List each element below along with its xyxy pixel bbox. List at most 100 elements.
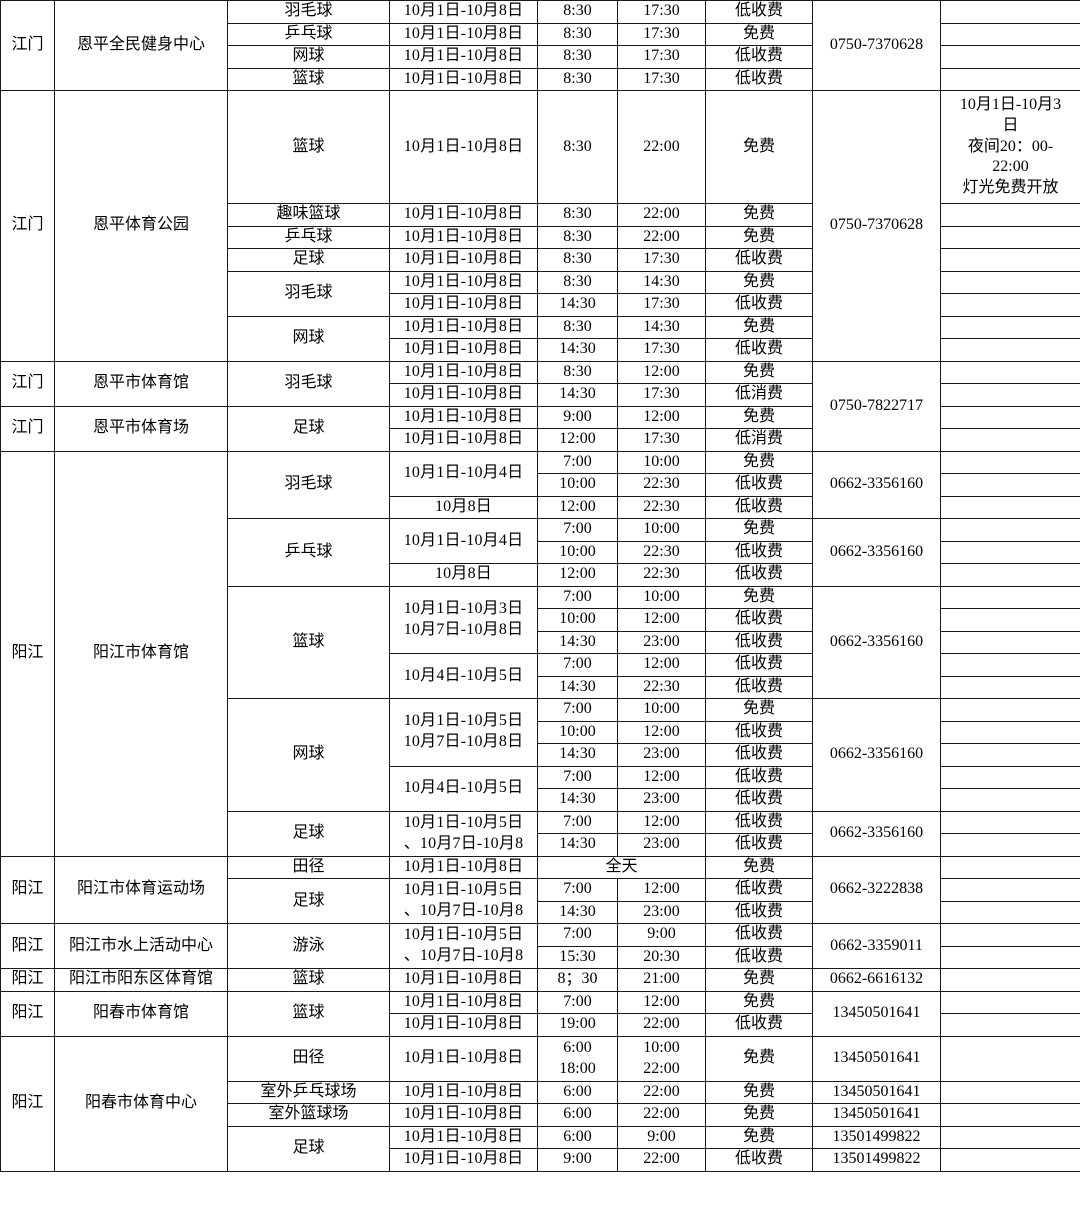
table-row: 趣味篮球 10月1日-10月8日 8:30 22:00 免费 [1, 203, 1080, 227]
remark-cell [940, 428, 1080, 452]
city-cell: 阳江 [0, 855, 55, 924]
city-cell: 阳江 [0, 450, 55, 857]
date-cell: 10月1日-10月8日 [389, 45, 538, 69]
date-cell: 10月1日-10月8日 [389, 990, 538, 1014]
end-time-cell: 12:00 [617, 720, 706, 744]
end-time-cell: 17:30 [617, 428, 706, 452]
end-time-cell: 12:00 [617, 810, 706, 834]
fee-cell: 低收费 [705, 833, 813, 857]
fee-cell: 低收费 [705, 1148, 813, 1172]
sport-cell: 乒乓球 [227, 225, 390, 249]
table-row: 江门 恩平全民健身中心 羽毛球 10月1日-10月8日 8:30 17:30 低收费 0750… [0, 0, 1080, 91]
remark-cell [940, 923, 1080, 947]
end-time-cell: 9:00 [617, 1125, 706, 1149]
fee-cell: 免费 [705, 270, 813, 294]
fee-cell: 免费 [705, 585, 813, 609]
start-time-cell: 8:30 [537, 22, 618, 46]
remark-cell [940, 698, 1080, 722]
end-time-cell: 23:00 [617, 833, 706, 857]
end-time-cell: 12:00 [617, 653, 706, 677]
table-row: 15:30 20:30 低收费 [1, 945, 1080, 969]
end-time-cell: 22:00 [617, 1103, 706, 1127]
end-time-cell: 22:00 [617, 90, 706, 204]
end-time-cell: 17:30 [617, 248, 706, 272]
remark-cell [940, 1125, 1080, 1149]
city-cell: 江门 [0, 405, 55, 452]
end-time-cell: 23:00 [617, 630, 706, 654]
table-row: 乒乓球 10月1日-10月8日 8:30 17:30 免费 [1, 22, 1080, 46]
fee-cell: 低收费 [705, 495, 813, 519]
start-time-cell: 8:30 [537, 360, 618, 384]
remark-cell [940, 630, 1080, 654]
date-cell: 10月1日-10月8日 [389, 405, 538, 429]
phone-cell: 13450501641 [812, 1035, 941, 1082]
sport-cell: 足球 [227, 248, 390, 272]
start-time-cell: 9:00 [537, 405, 618, 429]
start-time-cell: 8:30 [537, 67, 618, 91]
fee-cell: 免费 [705, 315, 813, 339]
start-time-cell: 7:00 [537, 810, 618, 834]
end-time-cell: 17:30 [617, 383, 706, 407]
date-cell: 10月1日-10月8日 [389, 90, 538, 204]
start-time-cell: 7:00 [537, 765, 618, 789]
remark-cell [940, 1103, 1080, 1127]
start-time-cell: 19:00 [537, 1013, 618, 1037]
sport-cell: 乒乓球 [227, 22, 390, 46]
date-cell: 10月1日-10月8日 [389, 22, 538, 46]
table-row: 室外乒乓球场 10月1日-10月8日 6:00 22:00 免费 13450501641 [1, 1080, 1080, 1104]
start-time-cell: 14:30 [537, 383, 618, 407]
end-time-cell: 14:30 [617, 270, 706, 294]
start-time-cell: 8:30 [537, 0, 618, 24]
end-time-cell: 12:00 [617, 608, 706, 632]
city-cell: 阳江 [0, 968, 55, 992]
fee-cell: 低收费 [705, 630, 813, 654]
end-time-cell: 12:00 [617, 360, 706, 384]
fee-cell: 免费 [705, 1125, 813, 1149]
end-time-cell: 22:30 [617, 675, 706, 699]
start-time-cell: 7:00 [537, 450, 618, 474]
phone-cell: 13450501641 [812, 1103, 941, 1127]
fee-cell: 免费 [705, 405, 813, 429]
sport-cell: 足球 [227, 1125, 390, 1172]
end-time-cell: 12:00 [617, 990, 706, 1014]
remark-cell [940, 45, 1080, 69]
fee-cell: 免费 [705, 22, 813, 46]
start-time-cell: 8:30 [537, 225, 618, 249]
sport-cell: 田径 [227, 855, 390, 879]
start-time-cell: 14:30 [537, 743, 618, 767]
sport-cell: 乒乓球 [227, 518, 390, 587]
remark-cell [940, 495, 1080, 519]
phone-cell: 0662-3359011 [812, 923, 941, 969]
remark-cell [940, 675, 1080, 699]
venue-cell: 恩平市体育馆 [54, 360, 228, 407]
remark-cell [940, 878, 1080, 902]
fee-cell: 低收费 [705, 923, 813, 947]
fee-cell: 免费 [705, 698, 813, 722]
table-row: 阳江 阳江市水上活动中心 游泳 10月1日-10月5日 、10月7日-10月8 7:00… [0, 923, 1080, 969]
remark-cell [940, 248, 1080, 272]
venue-cell: 恩平体育公园 [54, 90, 228, 362]
end-time-cell: 22:30 [617, 473, 706, 497]
end-time-cell: 22:30 [617, 495, 706, 519]
phone-cell: 13501499822 [812, 1148, 941, 1172]
end-time-cell: 20:30 [617, 945, 706, 969]
start-time-cell: 14:30 [537, 338, 618, 362]
fee-cell: 低收费 [705, 45, 813, 69]
phone-cell: 0662-3356160 [812, 698, 941, 812]
end-time-cell: 10:00 [617, 450, 706, 474]
fee-cell: 低收费 [705, 338, 813, 362]
fee-cell: 免费 [705, 1080, 813, 1104]
date-cell: 10月8日 [389, 563, 538, 587]
phone-cell: 0750-7822717 [812, 360, 941, 452]
table-row: 羽毛球 10月1日-10月8日 8:30 14:30 免费 [1, 270, 1080, 317]
venue-cell: 阳江市水上活动中心 [54, 923, 228, 969]
end-time-cell: 23:00 [617, 900, 706, 924]
date-cell: 10月1日-10月8日 [389, 1148, 538, 1172]
start-time-cell: 12:00 [537, 428, 618, 452]
start-time-cell: 14:30 [537, 833, 618, 857]
remark-cell [940, 22, 1080, 46]
fee-cell: 低收费 [705, 810, 813, 834]
remark-cell [940, 855, 1080, 879]
remark-cell [940, 653, 1080, 677]
remark-cell [940, 743, 1080, 767]
